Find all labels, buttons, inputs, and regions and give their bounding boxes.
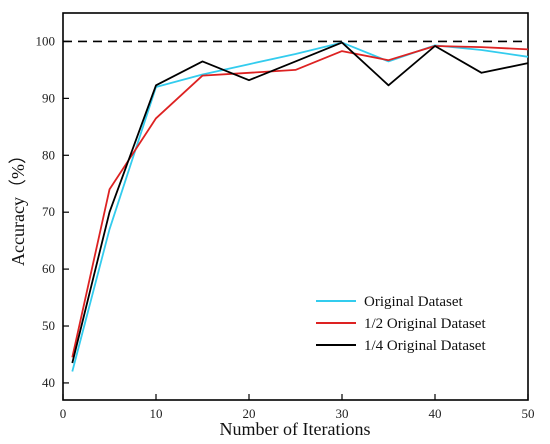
y-tick-label: 40 [42, 375, 55, 390]
series-line-2 [71, 45, 529, 358]
y-tick-label: 70 [42, 204, 55, 219]
x-tick-label: 40 [429, 406, 442, 421]
series-group [71, 41, 529, 372]
axis-ticks: 0 10 20 30 40 50 40 50 60 70 80 90 100 [36, 33, 535, 421]
legend-label: Original Dataset [364, 294, 464, 310]
y-axis-title: Accuracy（%） [8, 146, 28, 266]
x-tick-label: 0 [60, 406, 67, 421]
x-tick-label: 30 [336, 406, 349, 421]
legend: Original Dataset 1/2 Original Dataset 1/4 … [316, 294, 486, 354]
x-axis-title: Number of Iterations [220, 419, 371, 439]
plot-frame [62, 12, 529, 401]
y-tick-label: 60 [42, 261, 55, 276]
y-tick-label: 50 [42, 318, 55, 333]
x-tick-label: 10 [150, 406, 163, 421]
y-tick-label: 90 [42, 90, 55, 105]
y-tick-label: 100 [36, 33, 56, 48]
x-tick-label: 20 [243, 406, 256, 421]
x-tick-label: 50 [522, 406, 535, 421]
legend-label: 1/2 Original Dataset [364, 316, 486, 332]
series-line-3 [71, 41, 529, 364]
legend-label: 1/4 Original Dataset [364, 338, 486, 354]
y-tick-label: 80 [42, 147, 55, 162]
